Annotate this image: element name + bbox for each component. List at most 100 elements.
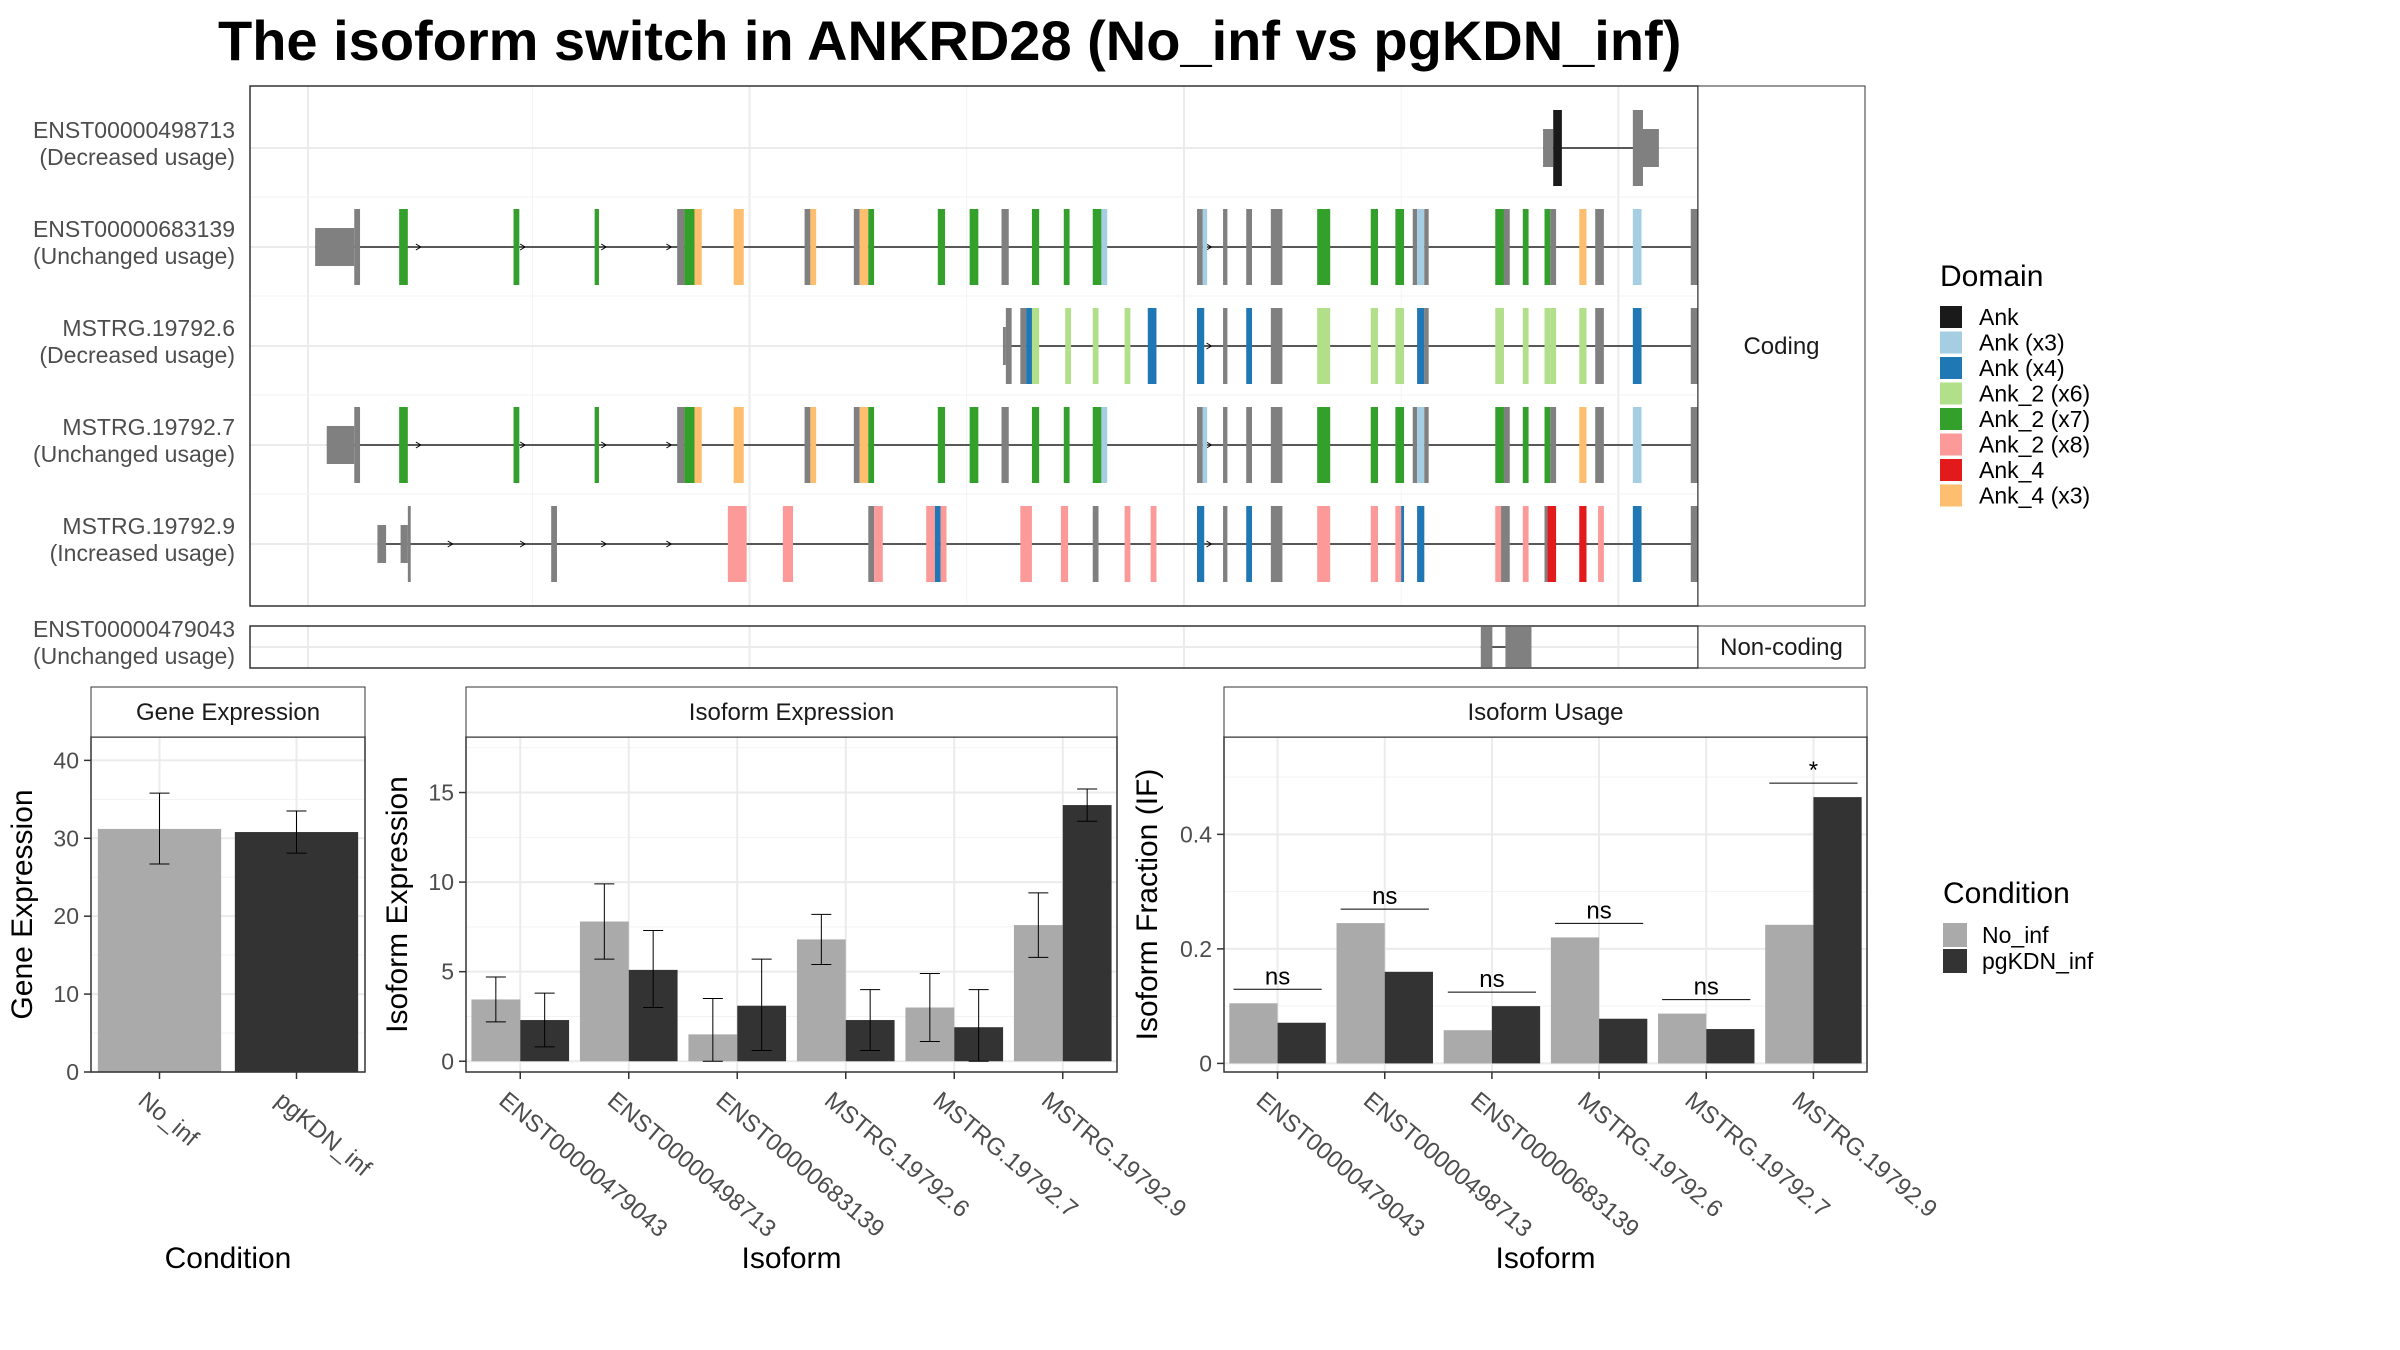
domain-exon xyxy=(874,506,883,582)
domain-exon xyxy=(810,407,817,483)
direction-arrow xyxy=(447,540,454,548)
domain-exon xyxy=(937,209,946,285)
coding-exon xyxy=(1001,407,1009,483)
coding-exon xyxy=(1270,209,1283,285)
coding-exon xyxy=(407,506,411,582)
x-axis-title: Condition xyxy=(165,1242,292,1275)
direction-arrow xyxy=(415,441,422,449)
y-tick-label: 20 xyxy=(53,903,79,929)
bar xyxy=(1599,1018,1648,1064)
domain-exon xyxy=(1417,209,1425,285)
bar xyxy=(1813,797,1862,1064)
domain-exon xyxy=(1031,209,1040,285)
domain-legend-label: Ank (x4) xyxy=(1979,355,2065,381)
domain-exon xyxy=(810,209,817,285)
coding-exon xyxy=(1412,407,1418,483)
coding-exon xyxy=(1246,209,1253,285)
transcript-id-label: ENST00000479043 xyxy=(33,616,235,642)
condition-legend-title: Condition xyxy=(1943,877,2070,910)
direction-arrow xyxy=(1206,441,1213,449)
domain-exon xyxy=(1020,506,1032,582)
domain-legend-key xyxy=(1940,357,1962,379)
domain-exon xyxy=(1598,506,1604,582)
coding-exon xyxy=(1544,506,1548,582)
domain-exon xyxy=(1550,308,1557,384)
domain-exon xyxy=(969,407,979,483)
domain-exon xyxy=(684,209,695,285)
domain-exon xyxy=(1544,407,1551,483)
coding-exon xyxy=(1270,308,1283,384)
x-axis-title: Isoform xyxy=(741,1242,841,1275)
utr-exon xyxy=(1002,327,1006,365)
domain-legend-key xyxy=(1940,382,1962,405)
coding-exon xyxy=(1223,209,1228,285)
y-tick-label: 15 xyxy=(428,780,454,806)
direction-arrow xyxy=(1206,342,1213,350)
direction-arrow xyxy=(600,540,608,548)
domain-exon xyxy=(1522,407,1529,483)
y-tick-label: 0 xyxy=(1199,1050,1212,1076)
coding-exon xyxy=(1223,506,1228,582)
transcript-usage-label: (Increased usage) xyxy=(50,540,235,566)
condition-legend-label: No_inf xyxy=(1982,922,2049,948)
coding-exon xyxy=(853,209,860,285)
bar xyxy=(1706,1029,1755,1064)
domain-exon xyxy=(1196,506,1205,582)
domain-exon xyxy=(1065,308,1072,384)
domain-exon xyxy=(1124,308,1131,384)
x-tick-label: pgKDN_inf xyxy=(270,1087,377,1183)
domain-exon xyxy=(1495,308,1504,384)
coding-exon xyxy=(1550,209,1557,285)
domain-exon xyxy=(1031,308,1040,384)
coding-exon xyxy=(1424,308,1429,384)
gene-expression-plot: Gene Expression 0 10 20 30 40 No_inf pgKDN_inf C… xyxy=(6,686,377,1275)
domain-exon xyxy=(399,209,408,285)
significance-label: ns xyxy=(1479,966,1504,993)
transcript-id-label: MSTRG.19792.9 xyxy=(62,513,235,539)
coding-exon xyxy=(1595,308,1604,384)
bar xyxy=(1384,971,1433,1064)
coding-exon xyxy=(677,407,685,483)
y-tick-label: 5 xyxy=(441,959,454,985)
isoform-expression-plot: Isoform Expression051015ENST00000479043E… xyxy=(381,686,1191,1275)
direction-arrow xyxy=(600,441,608,449)
bar xyxy=(1229,1003,1278,1064)
significance-label: ns xyxy=(1265,963,1290,990)
domain-exon xyxy=(859,407,869,483)
domain-exon xyxy=(1246,506,1253,582)
coding-exon xyxy=(1595,209,1604,285)
y-tick-label: 40 xyxy=(53,747,79,773)
bar xyxy=(234,832,359,1072)
bar xyxy=(1765,924,1814,1064)
x-axis-title: Isoform xyxy=(1495,1242,1595,1275)
domain-exon xyxy=(1553,110,1562,186)
utr-exon xyxy=(326,426,355,464)
transcript-usage-label: (Decreased usage) xyxy=(39,342,235,368)
domain-exon xyxy=(1370,209,1378,285)
domain-legend-label: Ank_4 xyxy=(1979,457,2044,483)
transcript-usage-label: (Unchanged usage) xyxy=(33,441,235,467)
y-axis-title: Gene Expression xyxy=(6,789,39,1019)
coding-exon xyxy=(1001,209,1009,285)
condition-legend-label: pgKDN_inf xyxy=(1982,948,2094,974)
coding-exon xyxy=(1505,627,1532,667)
domain-exon xyxy=(782,506,793,582)
gene-structure-plot: ENST00000498713(Decreased usage)ENST0000… xyxy=(33,85,1866,669)
direction-arrow xyxy=(1206,243,1213,251)
domain-exon xyxy=(1202,407,1208,483)
domain-legend-key xyxy=(1940,433,1962,456)
coding-exon xyxy=(804,209,811,285)
domain-exon xyxy=(969,209,979,285)
domain-exon xyxy=(859,209,869,285)
coding-exon xyxy=(1005,308,1012,384)
domain-exon xyxy=(1522,506,1529,582)
domain-exon xyxy=(940,506,947,582)
y-tick-label: 10 xyxy=(428,869,454,895)
transcript-usage-label: (Decreased usage) xyxy=(39,144,235,170)
utr-exon xyxy=(400,525,408,563)
domain-exon xyxy=(868,407,875,483)
domain-exon xyxy=(1579,407,1587,483)
domain-exon xyxy=(1317,407,1331,483)
transcript-usage-label: (Unchanged usage) xyxy=(33,643,235,669)
